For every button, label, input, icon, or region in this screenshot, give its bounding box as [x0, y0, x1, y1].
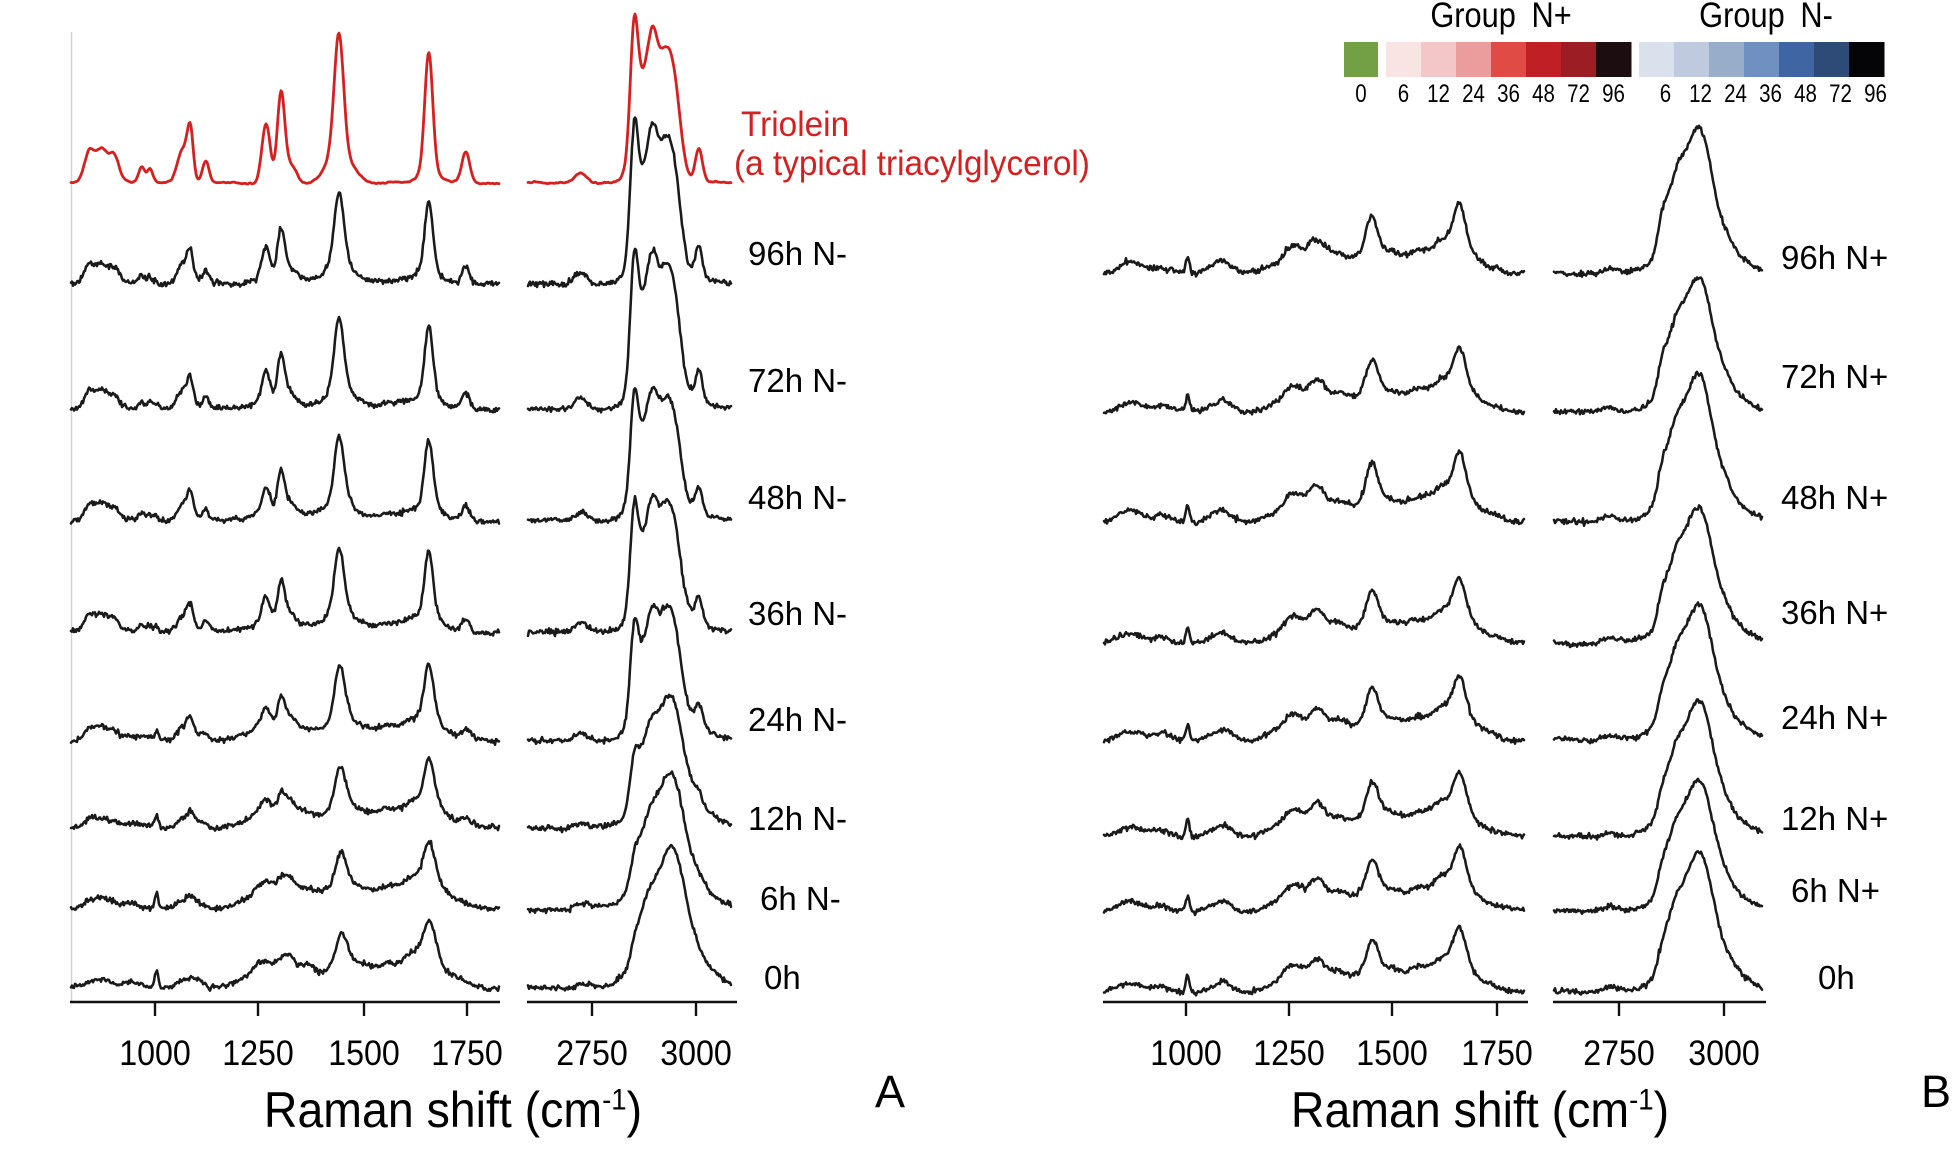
svg-text:48h N-: 48h N-: [748, 479, 847, 516]
svg-text:12: 12: [1427, 79, 1450, 107]
svg-text:Group N-: Group N-: [1699, 0, 1833, 34]
svg-text:24: 24: [1724, 79, 1747, 107]
svg-text:36: 36: [1497, 79, 1520, 107]
svg-text:96: 96: [1602, 79, 1625, 107]
svg-text:Raman shift (cm-1): Raman shift (cm-1): [1291, 1082, 1669, 1138]
svg-text:0h: 0h: [764, 959, 801, 996]
svg-text:1250: 1250: [1253, 1035, 1325, 1074]
svg-text:72: 72: [1567, 79, 1590, 107]
svg-text:24h N+: 24h N+: [1781, 699, 1888, 736]
svg-text:(a typical triacylglycerol): (a typical triacylglycerol): [734, 144, 1090, 183]
svg-text:1500: 1500: [328, 1035, 400, 1074]
svg-text:12: 12: [1689, 79, 1712, 107]
svg-text:48h N+: 48h N+: [1781, 479, 1888, 516]
svg-text:1000: 1000: [119, 1035, 191, 1074]
svg-text:0h: 0h: [1818, 959, 1855, 996]
svg-text:Raman shift (cm-1): Raman shift (cm-1): [264, 1082, 642, 1138]
svg-text:1000: 1000: [1150, 1035, 1222, 1074]
svg-text:6h N-: 6h N-: [760, 880, 841, 917]
svg-text:72: 72: [1829, 79, 1852, 107]
svg-text:96h N+: 96h N+: [1781, 239, 1888, 276]
svg-text:0: 0: [1355, 79, 1366, 107]
svg-text:12h N+: 12h N+: [1781, 800, 1888, 837]
svg-text:6h N+: 6h N+: [1791, 872, 1880, 909]
svg-text:1750: 1750: [1461, 1035, 1533, 1074]
svg-text:3000: 3000: [660, 1035, 732, 1074]
svg-text:2750: 2750: [556, 1035, 628, 1074]
svg-text:36h N+: 36h N+: [1781, 594, 1888, 631]
svg-text:B: B: [1921, 1066, 1951, 1117]
svg-text:6: 6: [1660, 79, 1671, 107]
svg-text:72h N+: 72h N+: [1781, 358, 1888, 395]
svg-text:36: 36: [1759, 79, 1782, 107]
svg-text:2750: 2750: [1583, 1035, 1655, 1074]
svg-text:72h N-: 72h N-: [748, 362, 847, 399]
svg-text:12h N-: 12h N-: [748, 800, 847, 837]
svg-text:48: 48: [1532, 79, 1555, 107]
svg-text:1750: 1750: [431, 1035, 503, 1074]
svg-text:1500: 1500: [1356, 1035, 1428, 1074]
svg-text:24h N-: 24h N-: [748, 701, 847, 738]
svg-text:Triolein: Triolein: [741, 105, 849, 144]
svg-text:Group N+: Group N+: [1430, 0, 1571, 34]
svg-text:24: 24: [1462, 79, 1485, 107]
svg-text:6: 6: [1398, 79, 1409, 107]
svg-text:96h N-: 96h N-: [748, 235, 847, 272]
svg-text:1250: 1250: [222, 1035, 294, 1074]
svg-text:A: A: [875, 1066, 905, 1117]
svg-text:48: 48: [1794, 79, 1817, 107]
svg-text:3000: 3000: [1688, 1035, 1760, 1074]
svg-text:96: 96: [1864, 79, 1887, 107]
svg-text:36h N-: 36h N-: [748, 595, 847, 632]
